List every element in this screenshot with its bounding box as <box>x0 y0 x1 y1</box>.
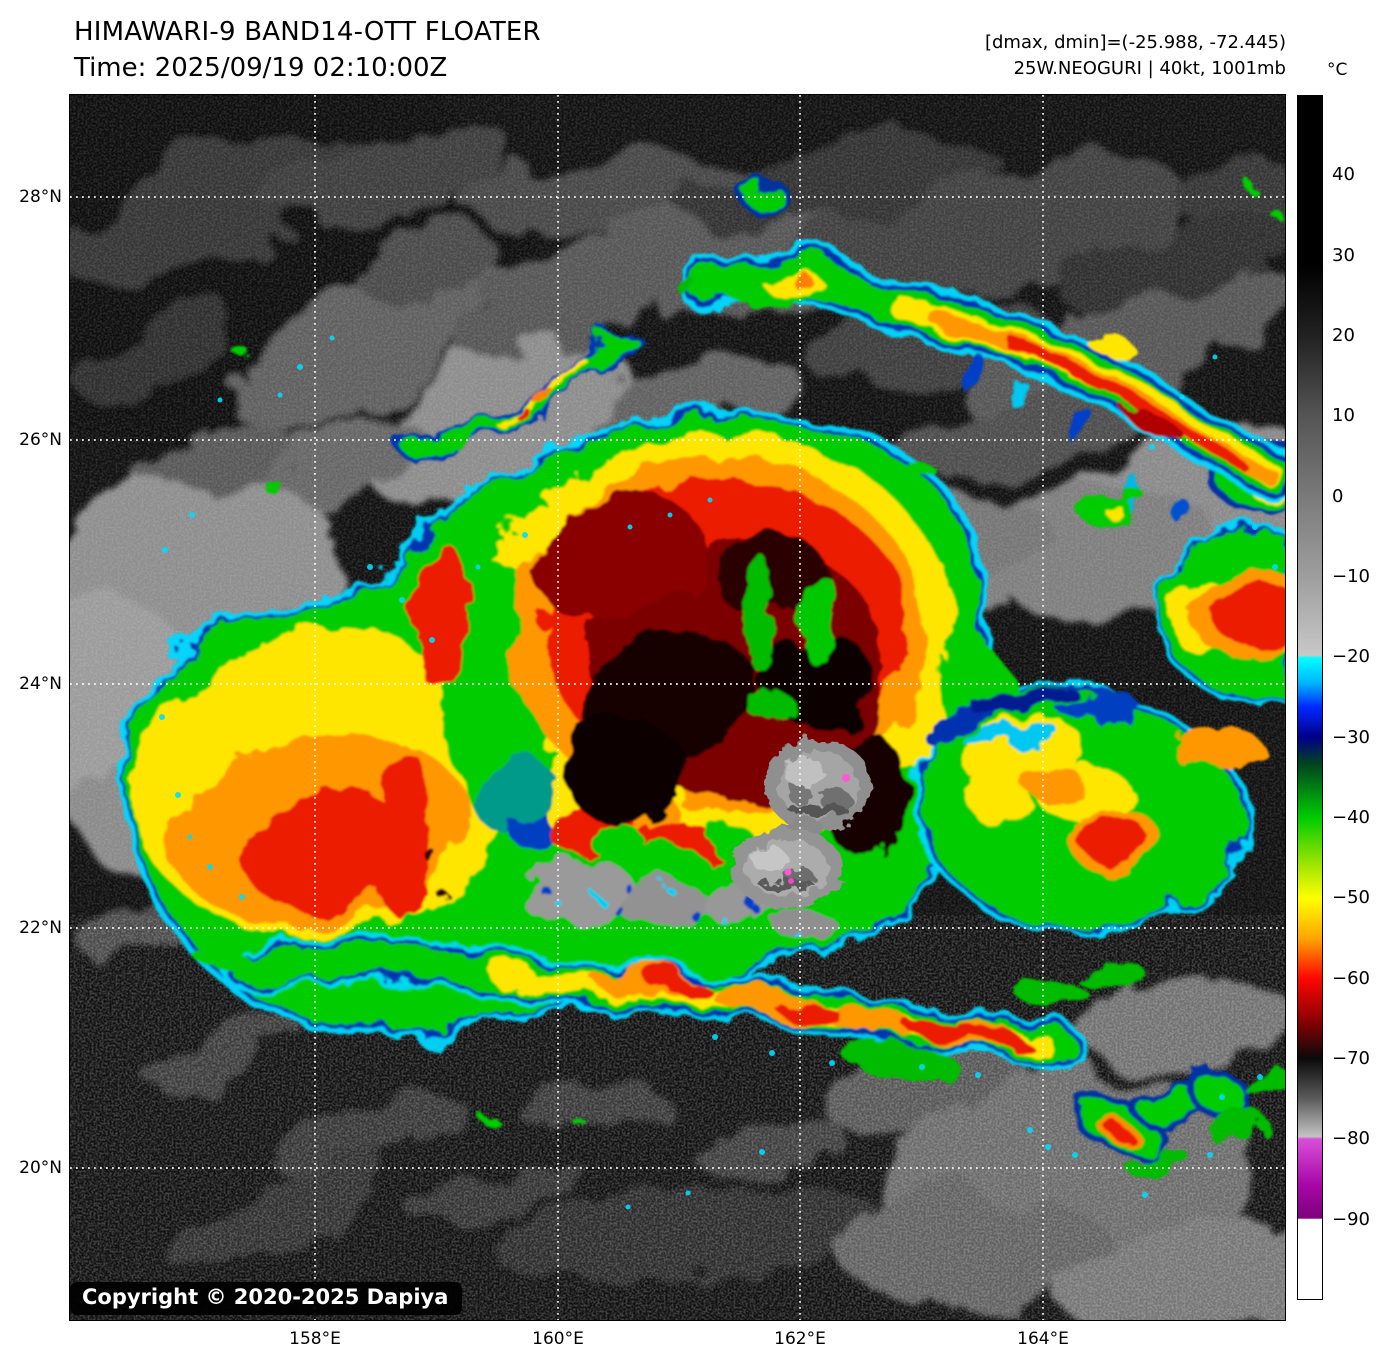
lat-label: 26°N <box>19 430 62 450</box>
temperature-colorbar <box>1297 95 1323 1300</box>
colorbar-tick: −10 <box>1332 566 1370 587</box>
lat-label: 24°N <box>19 674 62 694</box>
product-title: HIMAWARI-9 BAND14-OTT FLOATER <box>74 17 541 47</box>
lon-label: 158°E <box>289 1329 341 1349</box>
lon-label: 162°E <box>774 1329 826 1349</box>
satellite-map: Copyright © 2020-2025 Dapiya <box>69 94 1286 1321</box>
graticule <box>70 95 1285 1320</box>
colorbar-tick: −60 <box>1332 968 1370 989</box>
copyright-badge: Copyright © 2020-2025 Dapiya <box>70 1282 463 1315</box>
colorbar-tick: −80 <box>1332 1128 1370 1149</box>
colorbar-tick: 40 <box>1332 164 1355 185</box>
dmax-dmin-readout: [dmax, dmin]=(-25.988, -72.445) <box>984 32 1286 53</box>
lat-label: 20°N <box>19 1158 62 1178</box>
lat-label: 28°N <box>19 187 62 207</box>
colorbar-tick: 20 <box>1332 325 1355 346</box>
cold-overshooting-tops <box>731 739 872 908</box>
lon-label: 160°E <box>532 1329 584 1349</box>
colorbar-tick: −40 <box>1332 807 1370 828</box>
product-timestamp: Time: 2025/09/19 02:10:00Z <box>74 53 448 83</box>
colorbar-tick: 10 <box>1332 405 1355 426</box>
colorbar-tick: −50 <box>1332 887 1370 908</box>
satellite-image <box>70 95 1285 1320</box>
lon-label: 164°E <box>1017 1329 1069 1349</box>
coldest-pixel-markers <box>784 774 850 884</box>
cyan-speckles <box>159 335 1278 1210</box>
colorbar-tick: 30 <box>1332 245 1355 266</box>
lat-label: 22°N <box>19 918 62 938</box>
colorbar-tick: −20 <box>1332 646 1370 667</box>
colorbar-tick: −90 <box>1332 1209 1370 1230</box>
storm-info-readout: 25W.NEOGURI | 40kt, 1001mb <box>1013 58 1286 79</box>
colorbar-tick: 0 <box>1332 486 1344 507</box>
colorbar-unit-label: °C <box>1327 60 1348 80</box>
colorbar-tick: −70 <box>1332 1048 1370 1069</box>
colorbar-tick: −30 <box>1332 727 1370 748</box>
